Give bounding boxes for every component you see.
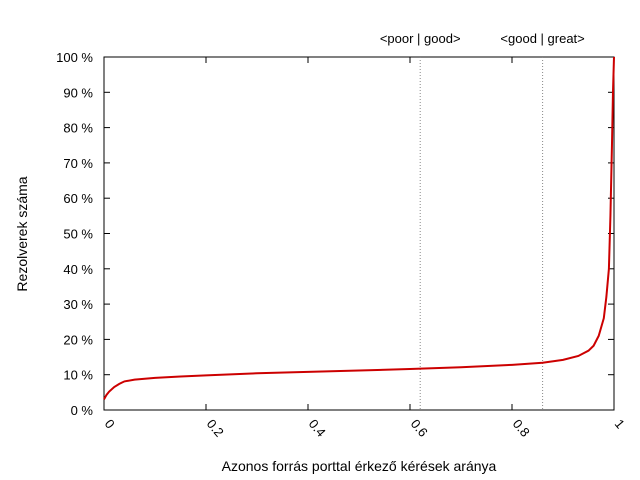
y-axis-label: Rezolverek száma <box>14 176 30 291</box>
y-axis: 0 % 10 % 20 % 30 % 40 % 50 % 60 % 70 % 80 % 90 % 1… <box>56 50 614 418</box>
x-tick-label: 0 <box>102 416 118 431</box>
threshold-markers: <poor | good> <good | great> <box>380 31 585 410</box>
x-tick-label: 0.6 <box>408 416 431 439</box>
y-tick-label: 70 % <box>63 156 93 171</box>
y-tick-label: 50 % <box>63 227 93 242</box>
y-tick-label: 90 % <box>63 85 93 100</box>
y-tick-label: 20 % <box>63 332 93 347</box>
y-tick-label: 0 % <box>71 403 94 418</box>
y-tick-label: 40 % <box>63 262 93 277</box>
x-tick-label: 0.4 <box>306 416 329 439</box>
x-axis-label: Azonos forrás porttal érkező kérések ará… <box>222 458 497 474</box>
y-tick-label: 10 % <box>63 368 93 383</box>
marker-label: <good | great> <box>500 31 584 46</box>
x-tick-label: 1 <box>612 416 628 431</box>
x-axis: 0 0.2 0.4 0.6 0.8 1 <box>102 57 628 440</box>
plot-frame <box>103 56 615 411</box>
y-tick-label: 100 % <box>56 50 93 65</box>
y-tick-label: 60 % <box>63 191 93 206</box>
x-tick-label: 0.2 <box>204 416 227 439</box>
marker-label: <poor | good> <box>380 31 461 46</box>
y-tick-label: 30 % <box>63 297 93 312</box>
x-tick-label: 0.8 <box>510 416 533 439</box>
y-tick-label: 80 % <box>63 121 93 136</box>
series-line <box>103 56 615 400</box>
